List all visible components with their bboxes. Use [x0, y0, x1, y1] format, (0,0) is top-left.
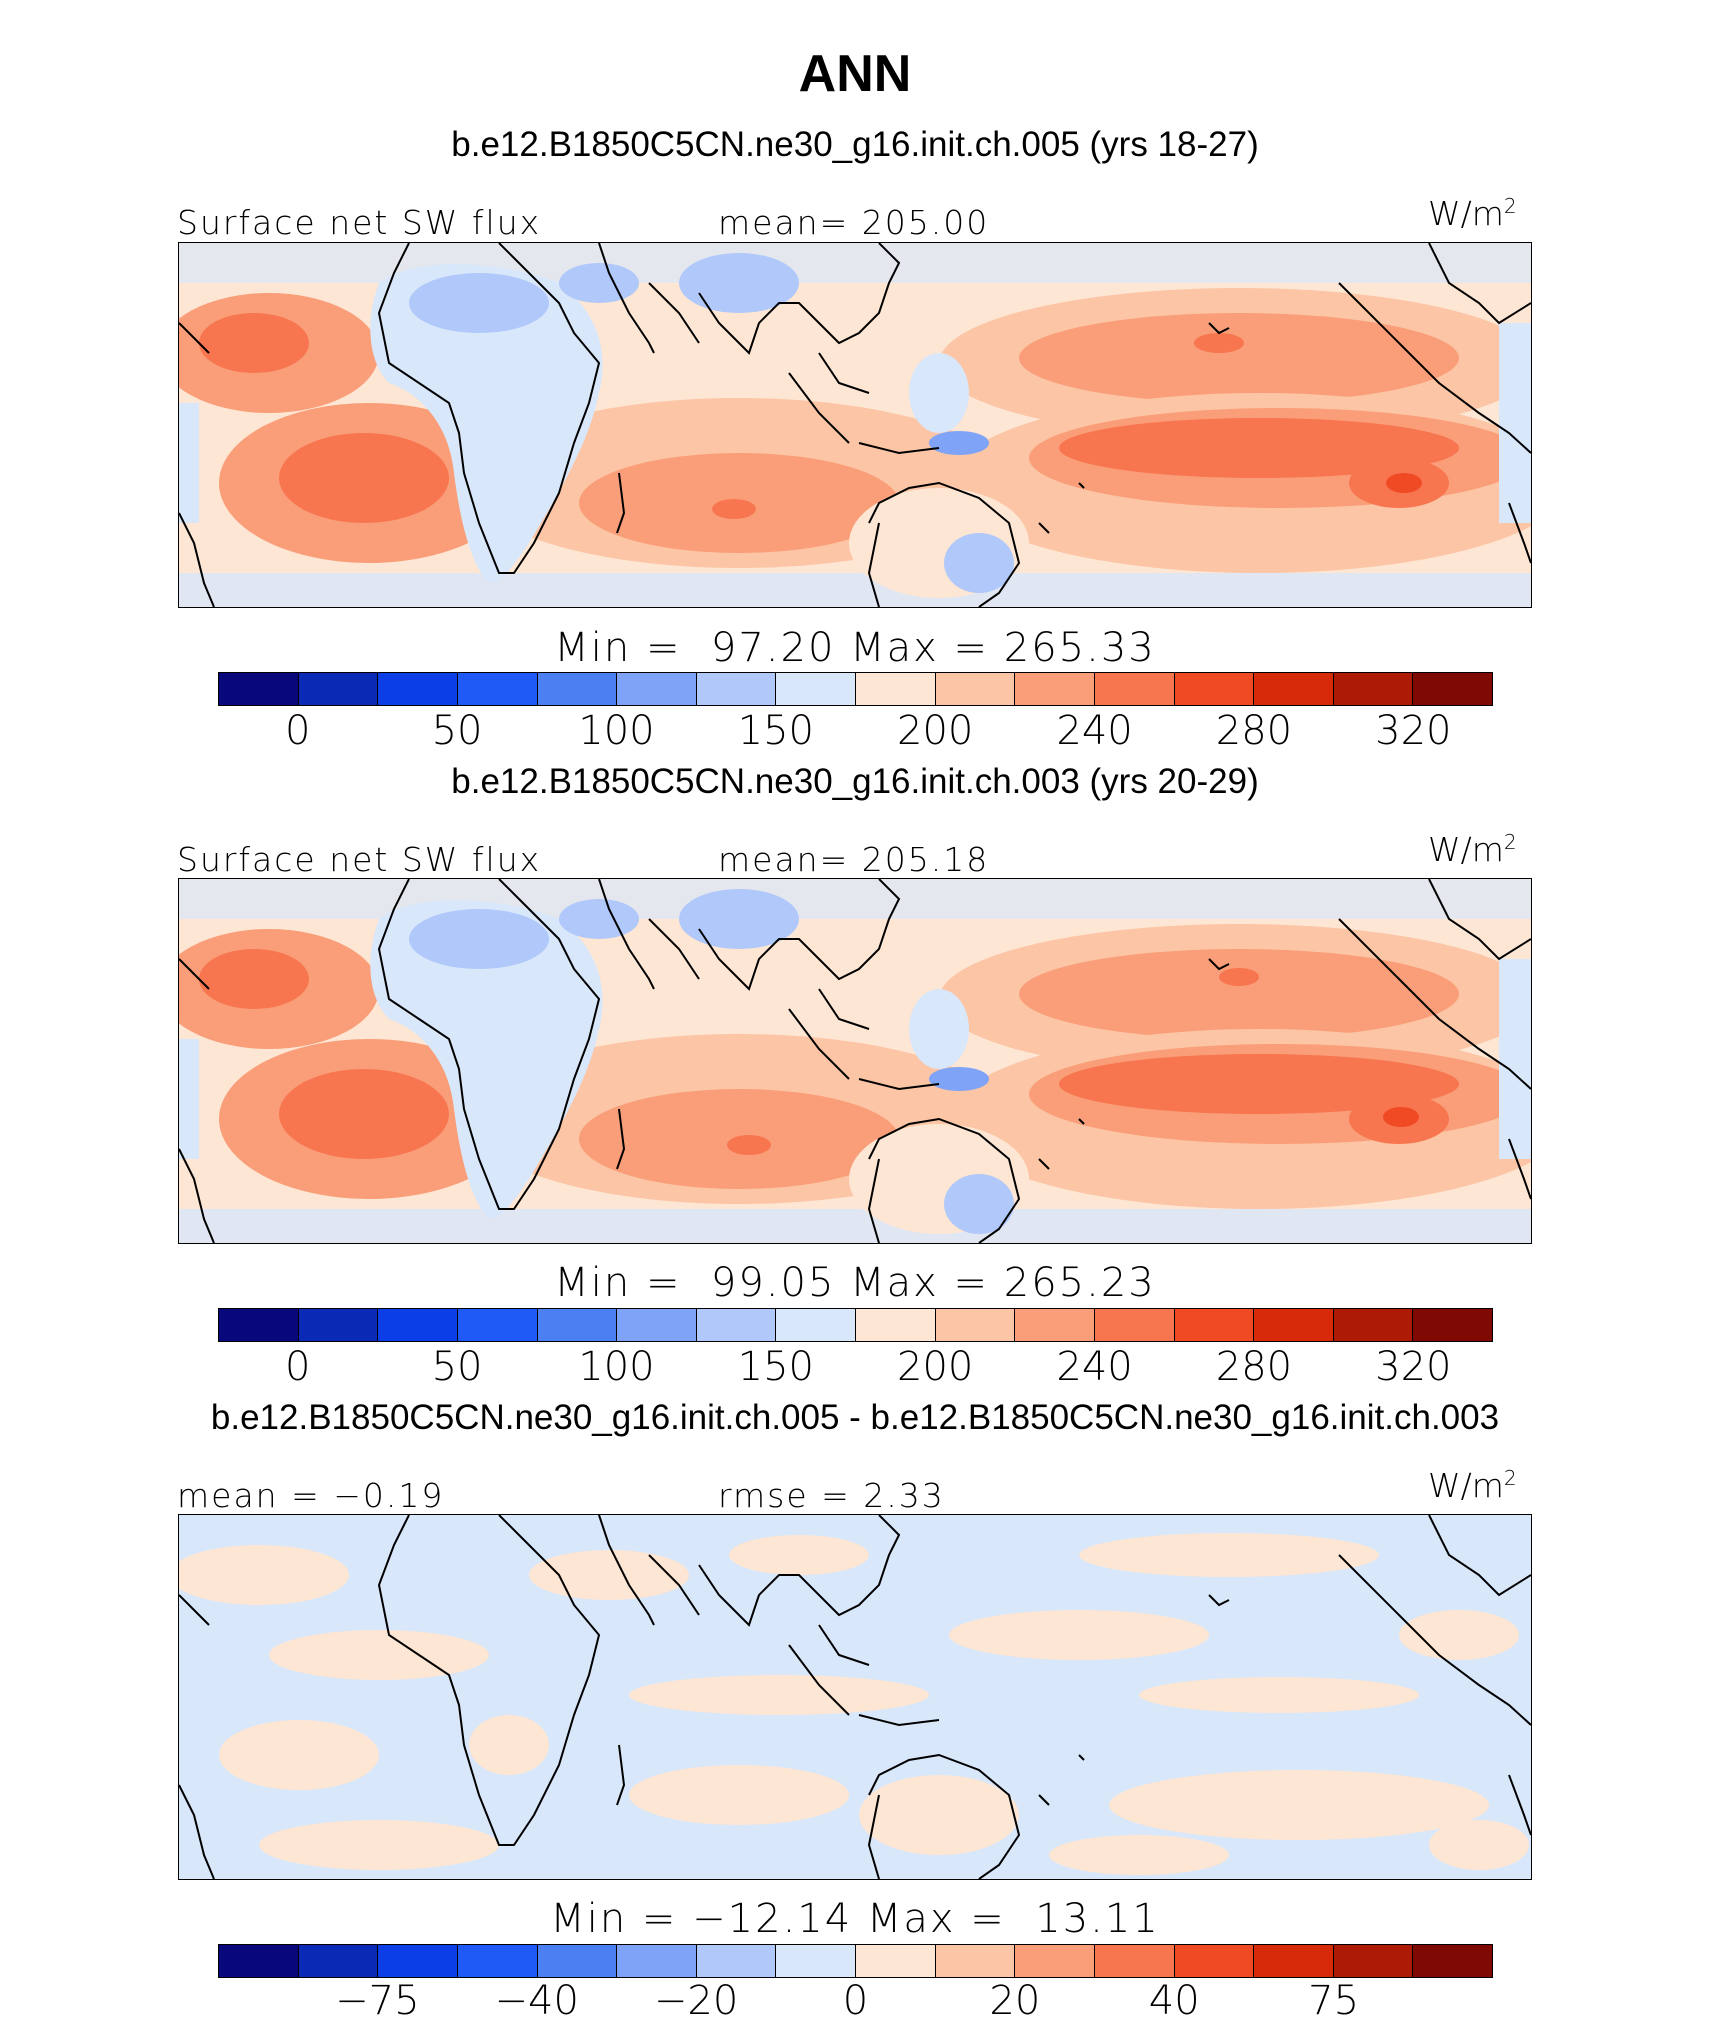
panel-1-minmax: Min = 97.20 Max = 265.33	[554, 625, 1156, 671]
colorbar-swatch	[1254, 673, 1334, 705]
colorbar-tick-label: 320	[1375, 708, 1452, 754]
panel-2-colorbar-ticks: 0 50 100 150 200 240 280 320	[0, 1344, 1710, 1394]
colorbar-swatch	[298, 673, 379, 705]
panel-2-case-title: b.e12.B1850C5CN.ne30_g16.init.ch.003 (yr…	[451, 762, 1259, 801]
colorbar-swatch	[1015, 1945, 1095, 1977]
panel-2-minmax: Min = 99.05 Max = 265.23	[554, 1260, 1156, 1306]
colorbar-swatch	[219, 1309, 299, 1341]
colorbar-swatch	[457, 1309, 538, 1341]
panel-1-mean-label: mean= 205.00	[718, 203, 990, 242]
colorbar-tick-label: 50	[431, 1344, 483, 1390]
colorbar-tick-label: 0	[284, 708, 311, 754]
colorbar-swatch	[856, 673, 936, 705]
colorbar-tick-label: 150	[737, 708, 814, 754]
colorbar-swatch	[1333, 1945, 1414, 1977]
panel-1-colorbar-ticks: 0 50 100 150 200 240 280 320	[0, 708, 1710, 758]
colorbar-swatch	[378, 673, 458, 705]
colorbar-swatch	[856, 1309, 936, 1341]
panel-3-colorbar-ticks: −75 −40 −20 0 20 40 75	[0, 1978, 1710, 2028]
panel-1-map	[178, 242, 1532, 608]
colorbar-swatch	[219, 673, 299, 705]
colorbar-tick-label: 200	[897, 1344, 974, 1390]
colorbar-swatch	[776, 1309, 856, 1341]
colorbar-tick-label: 50	[431, 708, 483, 754]
panel-2-mean-label: mean= 205.18	[718, 840, 990, 879]
colorbar-tick-label: 75	[1308, 1978, 1360, 2024]
colorbar-swatch	[776, 1945, 856, 1977]
colorbar-swatch	[1094, 673, 1175, 705]
colorbar-tick-label: 150	[737, 1344, 814, 1390]
colorbar-tick-label: 240	[1056, 1344, 1133, 1390]
colorbar-swatch	[378, 1309, 458, 1341]
colorbar-swatch	[696, 1945, 777, 1977]
colorbar-tick-label: 200	[897, 708, 974, 754]
colorbar-swatch	[935, 1945, 1016, 1977]
colorbar-swatch	[378, 1945, 458, 1977]
colorbar-swatch	[1254, 1309, 1334, 1341]
colorbar-tick-label: 320	[1375, 1344, 1452, 1390]
panel-3-case-title: b.e12.B1850C5CN.ne30_g16.init.ch.005 - b…	[210, 1398, 1500, 1437]
panel-3-units: W/m2	[1428, 1466, 1517, 1505]
panel-3-minmax: Min = −12.14 Max = 13.11	[550, 1896, 1160, 1942]
colorbar-swatch	[1333, 1309, 1414, 1341]
panel-2-map	[178, 878, 1532, 1244]
colorbar-swatch	[1174, 1309, 1255, 1341]
colorbar-swatch	[1174, 673, 1255, 705]
colorbar-tick-label: −20	[653, 1978, 739, 2024]
colorbar-tick-label: −40	[494, 1978, 579, 2024]
colorbar-swatch	[1174, 1945, 1255, 1977]
panel-3-map	[178, 1514, 1532, 1880]
colorbar-tick-label: 20	[989, 1978, 1041, 2024]
panel-3-rmse-label: rmse = 2.33	[718, 1476, 945, 1515]
colorbar-tick-label: 100	[578, 708, 655, 754]
colorbar-swatch	[298, 1309, 379, 1341]
colorbar-swatch	[1015, 673, 1095, 705]
colorbar-swatch	[696, 673, 777, 705]
panel-3-mean-label: mean = −0.19	[177, 1476, 445, 1515]
panel-2-left-label: Surface net SW flux	[177, 840, 542, 879]
panel-1-units: W/m2	[1428, 194, 1517, 233]
colorbar-tick-label: 40	[1148, 1978, 1200, 2024]
panel-1-colorbar	[218, 672, 1493, 706]
figure-title: ANN	[798, 45, 912, 103]
panel-1-case-title: b.e12.B1850C5CN.ne30_g16.init.ch.005 (yr…	[451, 125, 1259, 164]
colorbar-swatch	[457, 1945, 538, 1977]
colorbar-swatch	[1413, 673, 1492, 705]
colorbar-swatch	[617, 673, 697, 705]
colorbar-swatch	[617, 1309, 697, 1341]
colorbar-swatch	[1333, 673, 1414, 705]
colorbar-swatch	[696, 1309, 777, 1341]
colorbar-tick-label: 0	[842, 1978, 869, 2024]
colorbar-swatch	[935, 673, 1016, 705]
panel-2-units: W/m2	[1428, 830, 1517, 869]
colorbar-swatch	[219, 1945, 299, 1977]
colorbar-swatch	[457, 673, 538, 705]
colorbar-tick-label: 100	[578, 1344, 655, 1390]
colorbar-swatch	[935, 1309, 1016, 1341]
colorbar-swatch	[1094, 1309, 1175, 1341]
colorbar-swatch	[537, 1309, 618, 1341]
colorbar-swatch	[1015, 1309, 1095, 1341]
colorbar-tick-label: 0	[284, 1344, 311, 1390]
colorbar-swatch	[537, 673, 618, 705]
colorbar-tick-label: 280	[1215, 708, 1293, 754]
colorbar-swatch	[856, 1945, 936, 1977]
colorbar-swatch	[1254, 1945, 1334, 1977]
colorbar-swatch	[1094, 1945, 1175, 1977]
colorbar-tick-label: −75	[335, 1978, 420, 2024]
colorbar-swatch	[298, 1945, 379, 1977]
panel-2-colorbar	[218, 1308, 1493, 1342]
colorbar-swatch	[1413, 1945, 1492, 1977]
colorbar-swatch	[537, 1945, 618, 1977]
panel-1-left-label: Surface net SW flux	[177, 203, 542, 242]
colorbar-swatch	[776, 673, 856, 705]
colorbar-swatch	[1413, 1309, 1492, 1341]
colorbar-tick-label: 280	[1215, 1344, 1293, 1390]
colorbar-swatch	[617, 1945, 697, 1977]
colorbar-tick-label: 240	[1056, 708, 1133, 754]
panel-3-colorbar	[218, 1944, 1493, 1978]
